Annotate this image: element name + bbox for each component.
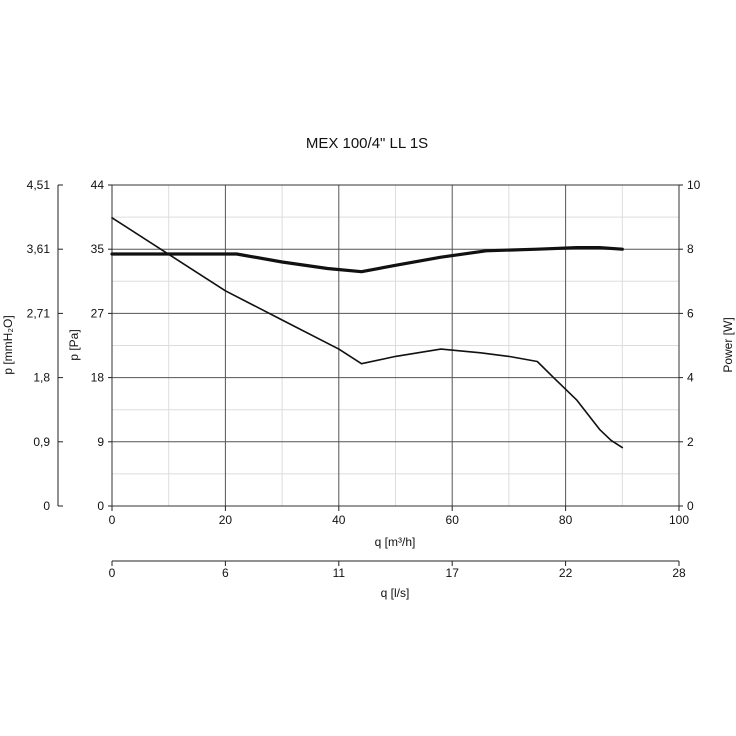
y2-tick-label: 4: [687, 371, 694, 385]
x-tick-label: 0: [109, 513, 116, 527]
y2-tick-label: 2: [687, 435, 694, 449]
y-axis-label: p [Pa]: [67, 329, 81, 360]
outer-y-tick-label: 3,61: [27, 242, 51, 256]
outer-y-tick-label: 0,9: [33, 435, 50, 449]
x2-tick-label: 11: [333, 566, 346, 580]
x-axis-label: q [m³/h]: [375, 535, 416, 549]
outer-y-tick-label: 2,71: [27, 306, 51, 320]
outer-y-tick-label: 0: [43, 499, 50, 513]
y-tick-label: 0: [97, 499, 104, 513]
x-tick-label: 60: [446, 513, 460, 527]
series-layer: [110, 217, 624, 449]
x2-ticks: 0 6 11 17 22 28: [109, 561, 686, 580]
x-tick-label: 20: [219, 513, 233, 527]
x-ticks: 0 20 40 60 80 100: [109, 506, 689, 527]
outer-y-axis-label: p [mmH₂O]: [1, 315, 15, 374]
y-tick-label: 18: [91, 371, 105, 385]
y2-axis-label: Power [W]: [721, 317, 735, 372]
outer-y-tick-label: 1,8: [33, 371, 50, 385]
x2-tick-label: 28: [672, 566, 686, 580]
minor-grid: [112, 185, 679, 506]
y-tick-label: 27: [91, 306, 105, 320]
x2-tick-label: 6: [222, 566, 229, 580]
outer-y-tick-label: 4,51: [27, 178, 51, 192]
y2-tick-label: 6: [687, 306, 694, 320]
x-tick-label: 80: [559, 513, 573, 527]
x2-tick-label: 17: [446, 566, 460, 580]
x-tick-label: 40: [332, 513, 346, 527]
outer-y-ticks: 0 0,9 1,8 2,71 3,61 4,51: [27, 178, 63, 513]
pressure-curve: [111, 217, 624, 449]
y2-tick-label: 8: [687, 242, 694, 256]
plot-frame: [111, 184, 680, 507]
y-ticks: 0 9 18 27 35 44: [91, 178, 112, 513]
y2-tick-label: 0: [687, 499, 694, 513]
y2-ticks: 0 2 4 6 8 10: [679, 178, 701, 513]
x2-tick-label: 0: [109, 566, 116, 580]
y-tick-label: 44: [91, 178, 105, 192]
y-tick-label: 35: [91, 242, 105, 256]
x2-tick-label: 22: [559, 566, 573, 580]
y2-tick-label: 10: [687, 178, 701, 192]
power-curve: [110, 246, 624, 274]
y-tick-label: 9: [97, 435, 104, 449]
secondary-x-axis-label: q [l/s]: [381, 586, 410, 600]
x-tick-label: 100: [669, 513, 689, 527]
chart-title: MEX 100/4" LL 1S: [306, 135, 428, 152]
